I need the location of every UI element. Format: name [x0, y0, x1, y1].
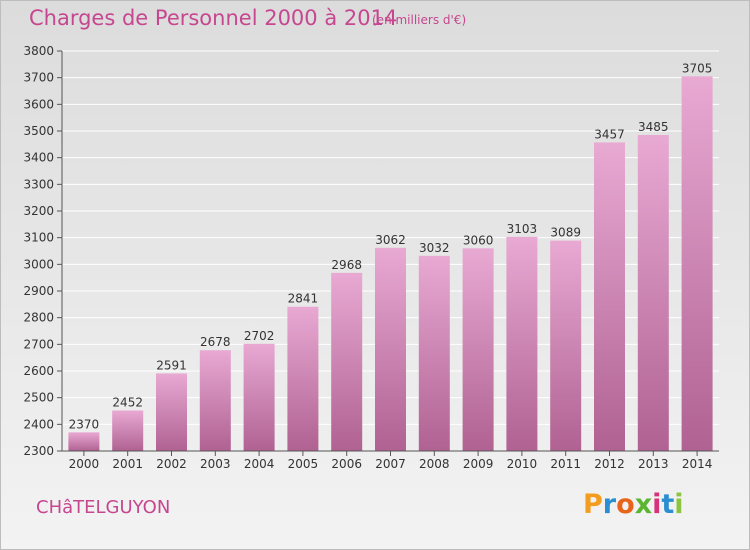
- x-tick-label: 2012: [594, 457, 625, 471]
- data-label: 2452: [112, 395, 143, 409]
- logo-letter: x: [634, 489, 653, 520]
- y-tick-label: 3400: [23, 151, 54, 165]
- logo-letter: i: [674, 489, 684, 520]
- logo-letter: t: [661, 489, 675, 520]
- bar: [681, 76, 713, 451]
- axes: 2300 2400 2500 2600 2700 2800 2900 3000 3100 3200…: [23, 44, 719, 471]
- x-tick-label: 2004: [244, 457, 275, 471]
- bar: [594, 142, 625, 451]
- logo-letter: i: [652, 489, 662, 520]
- x-tick-label: 2002: [156, 457, 187, 471]
- x-tick-label: 2003: [200, 457, 231, 471]
- city-name: CHâTELGUYON: [36, 497, 171, 518]
- bar: [156, 373, 187, 451]
- bar: [112, 410, 144, 451]
- data-label: 3032: [419, 241, 450, 255]
- data-label: 2370: [69, 417, 100, 431]
- logo-letter: r: [602, 489, 617, 520]
- y-tick-label: 2300: [23, 444, 54, 458]
- data-label: 3089: [550, 226, 581, 240]
- logo-letter: o: [616, 489, 635, 520]
- proxiti-logo: Proxiti: [583, 489, 684, 520]
- bar: [375, 247, 406, 451]
- bar: [462, 248, 494, 451]
- data-label: 3103: [507, 222, 538, 236]
- bar: [331, 272, 363, 451]
- bars: 2370 2452 2591 2678 2702 2841 2968 3062 3032 3060…: [68, 61, 713, 451]
- y-tick-label: 2800: [23, 311, 54, 325]
- logo-letter: P: [583, 489, 603, 520]
- y-tick-label: 3700: [23, 71, 54, 85]
- data-label: 2968: [331, 258, 362, 272]
- data-label: 2702: [244, 329, 275, 343]
- bar: [418, 255, 450, 451]
- data-label: 2591: [156, 358, 187, 372]
- y-tick-label: 2600: [23, 364, 54, 378]
- data-label: 3705: [682, 61, 713, 75]
- x-tick-label: 2014: [682, 457, 713, 471]
- chart-title: Charges de Personnel 2000 à 2014: [29, 6, 398, 30]
- x-tick-label: 2008: [419, 457, 450, 471]
- x-tick-label: 2001: [112, 457, 143, 471]
- y-tick-label: 2900: [23, 284, 54, 298]
- y-tick-label: 3500: [23, 124, 54, 138]
- bar: [506, 236, 538, 451]
- data-label: 2841: [288, 292, 319, 306]
- data-label: 3060: [463, 233, 494, 247]
- y-tick-label: 3000: [23, 257, 54, 271]
- chart-unit: (en milliers d'€): [372, 13, 467, 27]
- data-label: 3485: [638, 120, 669, 134]
- data-label: 3457: [594, 127, 625, 141]
- bar: [199, 350, 231, 451]
- x-tick-label: 2007: [375, 457, 406, 471]
- bar: [637, 135, 669, 451]
- bar: [550, 240, 582, 451]
- data-label: 2678: [200, 335, 231, 349]
- y-tick-label: 2700: [23, 337, 54, 351]
- y-tick-label: 3800: [23, 44, 54, 58]
- y-tick-label: 3300: [23, 177, 54, 191]
- x-tick-label: 2000: [69, 457, 100, 471]
- x-tick-label: 2006: [331, 457, 362, 471]
- x-tick-label: 2010: [507, 457, 538, 471]
- x-tick-label: 2009: [463, 457, 494, 471]
- bar: [68, 432, 100, 451]
- y-tick-label: 3600: [23, 97, 54, 111]
- y-tick-label: 2400: [23, 417, 54, 431]
- x-tick-label: 2013: [638, 457, 669, 471]
- bar: [287, 306, 319, 451]
- y-tick-label: 2500: [23, 391, 54, 405]
- y-tick-label: 3200: [23, 204, 54, 218]
- y-tick-label: 3100: [23, 231, 54, 245]
- x-tick-label: 2005: [288, 457, 319, 471]
- data-label: 3062: [375, 233, 406, 247]
- x-tick-label: 2011: [550, 457, 581, 471]
- bar: [243, 343, 275, 451]
